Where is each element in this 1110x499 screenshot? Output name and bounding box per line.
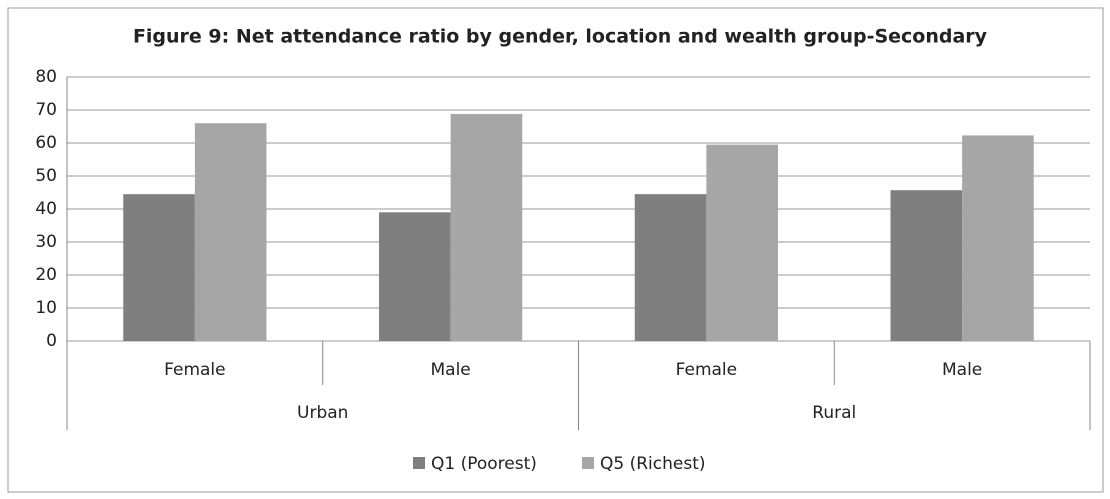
y-tick-label: 30 bbox=[35, 232, 57, 252]
bar bbox=[123, 194, 195, 341]
y-tick-label: 80 bbox=[35, 67, 57, 87]
bar bbox=[450, 113, 523, 342]
legend-label: Q5 (Richest) bbox=[600, 454, 706, 474]
legend-label: Q1 (Poorest) bbox=[431, 454, 537, 474]
x-tick-label: Female bbox=[164, 360, 225, 380]
y-tick-label: 10 bbox=[35, 298, 57, 318]
bar bbox=[194, 123, 267, 341]
x-tick-label: Female bbox=[676, 360, 737, 380]
legend-swatch bbox=[582, 457, 594, 469]
bar bbox=[890, 190, 963, 341]
bar bbox=[634, 194, 707, 341]
y-tick-label: 40 bbox=[35, 199, 57, 219]
y-tick-label: 0 bbox=[46, 331, 57, 351]
y-tick-label: 70 bbox=[35, 100, 57, 120]
x-tick-label: Male bbox=[430, 360, 470, 380]
group-label: Urban bbox=[297, 403, 348, 423]
y-tick-label: 60 bbox=[35, 133, 57, 153]
bar bbox=[379, 212, 451, 341]
group-label: Rural bbox=[812, 403, 856, 423]
bar bbox=[706, 144, 778, 341]
chart-title: Figure 9: Net attendance ratio by gender… bbox=[133, 26, 988, 48]
y-tick-label: 20 bbox=[35, 265, 57, 285]
x-tick-label: Male bbox=[942, 360, 982, 380]
legend-swatch bbox=[413, 457, 425, 469]
y-tick-label: 50 bbox=[35, 166, 57, 186]
bar bbox=[962, 135, 1034, 341]
